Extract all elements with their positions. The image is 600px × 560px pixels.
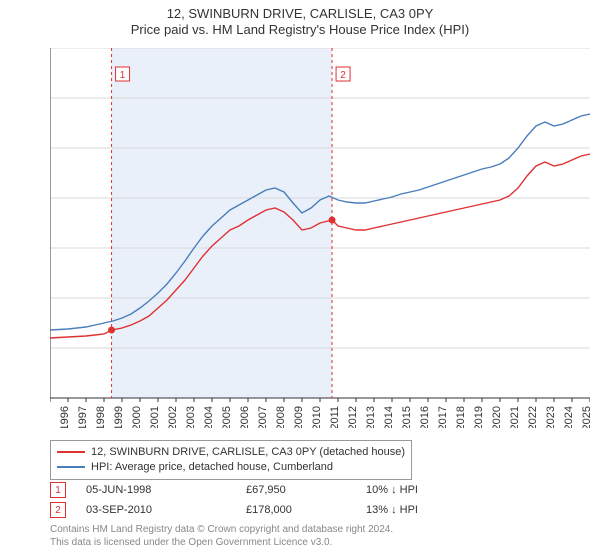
- svg-text:2011: 2011: [329, 406, 341, 428]
- sale-badge-2: 2: [50, 502, 66, 518]
- svg-text:2015: 2015: [401, 406, 413, 428]
- svg-text:2016: 2016: [419, 406, 431, 428]
- svg-text:2010: 2010: [311, 406, 323, 428]
- title-subtitle: Price paid vs. HM Land Registry's House …: [0, 22, 600, 38]
- sale-price-1: £67,950: [246, 484, 366, 496]
- svg-text:2017: 2017: [437, 406, 449, 428]
- legend-swatch-price-paid: [57, 451, 85, 453]
- legend-item-price-paid: 12, SWINBURN DRIVE, CARLISLE, CA3 0PY (d…: [57, 445, 405, 460]
- svg-text:2007: 2007: [257, 406, 269, 428]
- title-address: 12, SWINBURN DRIVE, CARLISLE, CA3 0PY: [0, 6, 600, 22]
- svg-text:2022: 2022: [527, 406, 539, 428]
- footer-line1: Contains HM Land Registry data © Crown c…: [50, 524, 393, 537]
- svg-text:2: 2: [340, 70, 346, 81]
- svg-text:2000: 2000: [131, 406, 143, 428]
- svg-text:2025: 2025: [581, 406, 590, 428]
- chart-title: 12, SWINBURN DRIVE, CARLISLE, CA3 0PY Pr…: [0, 0, 600, 39]
- svg-text:1998: 1998: [95, 406, 107, 428]
- legend-swatch-hpi: [57, 466, 85, 468]
- svg-text:1: 1: [120, 70, 126, 81]
- svg-text:2014: 2014: [383, 406, 395, 428]
- svg-text:2003: 2003: [185, 406, 197, 428]
- svg-text:1995: 1995: [50, 406, 53, 428]
- svg-text:2009: 2009: [293, 406, 305, 428]
- svg-text:1999: 1999: [113, 406, 125, 428]
- svg-text:2013: 2013: [365, 406, 377, 428]
- svg-text:2004: 2004: [203, 406, 215, 428]
- svg-text:1996: 1996: [59, 406, 71, 428]
- legend-label-price-paid: 12, SWINBURN DRIVE, CARLISLE, CA3 0PY (d…: [91, 445, 405, 460]
- sale-date-1: 05-JUN-1998: [86, 484, 246, 496]
- sale-delta-1: 10% ↓ HPI: [366, 484, 486, 496]
- sale-date-2: 03-SEP-2010: [86, 504, 246, 516]
- svg-text:2005: 2005: [221, 406, 233, 428]
- svg-text:2018: 2018: [455, 406, 467, 428]
- svg-text:2019: 2019: [473, 406, 485, 428]
- sale-row-2: 2 03-SEP-2010 £178,000 13% ↓ HPI: [50, 500, 486, 520]
- legend: 12, SWINBURN DRIVE, CARLISLE, CA3 0PY (d…: [50, 440, 412, 480]
- footer-line2: This data is licensed under the Open Gov…: [50, 537, 393, 550]
- sale-delta-2: 13% ↓ HPI: [366, 504, 486, 516]
- svg-text:2006: 2006: [239, 406, 251, 428]
- svg-text:2012: 2012: [347, 406, 359, 428]
- svg-text:2024: 2024: [563, 406, 575, 428]
- legend-label-hpi: HPI: Average price, detached house, Cumb…: [91, 460, 333, 475]
- legend-item-hpi: HPI: Average price, detached house, Cumb…: [57, 460, 405, 475]
- sale-badge-1: 1: [50, 482, 66, 498]
- chart-svg: £0£50K£100K£150K£200K£250K£300K£350K1995…: [50, 48, 590, 428]
- svg-text:2021: 2021: [509, 406, 521, 428]
- sale-price-2: £178,000: [246, 504, 366, 516]
- svg-text:2023: 2023: [545, 406, 557, 428]
- chart: £0£50K£100K£150K£200K£250K£300K£350K1995…: [50, 48, 590, 428]
- svg-text:2002: 2002: [167, 406, 179, 428]
- svg-text:2020: 2020: [491, 406, 503, 428]
- svg-text:1997: 1997: [77, 406, 89, 428]
- svg-text:2001: 2001: [149, 406, 161, 428]
- sales-table: 1 05-JUN-1998 £67,950 10% ↓ HPI 2 03-SEP…: [50, 480, 486, 520]
- footer: Contains HM Land Registry data © Crown c…: [50, 524, 393, 549]
- sale-row-1: 1 05-JUN-1998 £67,950 10% ↓ HPI: [50, 480, 486, 500]
- svg-text:2008: 2008: [275, 406, 287, 428]
